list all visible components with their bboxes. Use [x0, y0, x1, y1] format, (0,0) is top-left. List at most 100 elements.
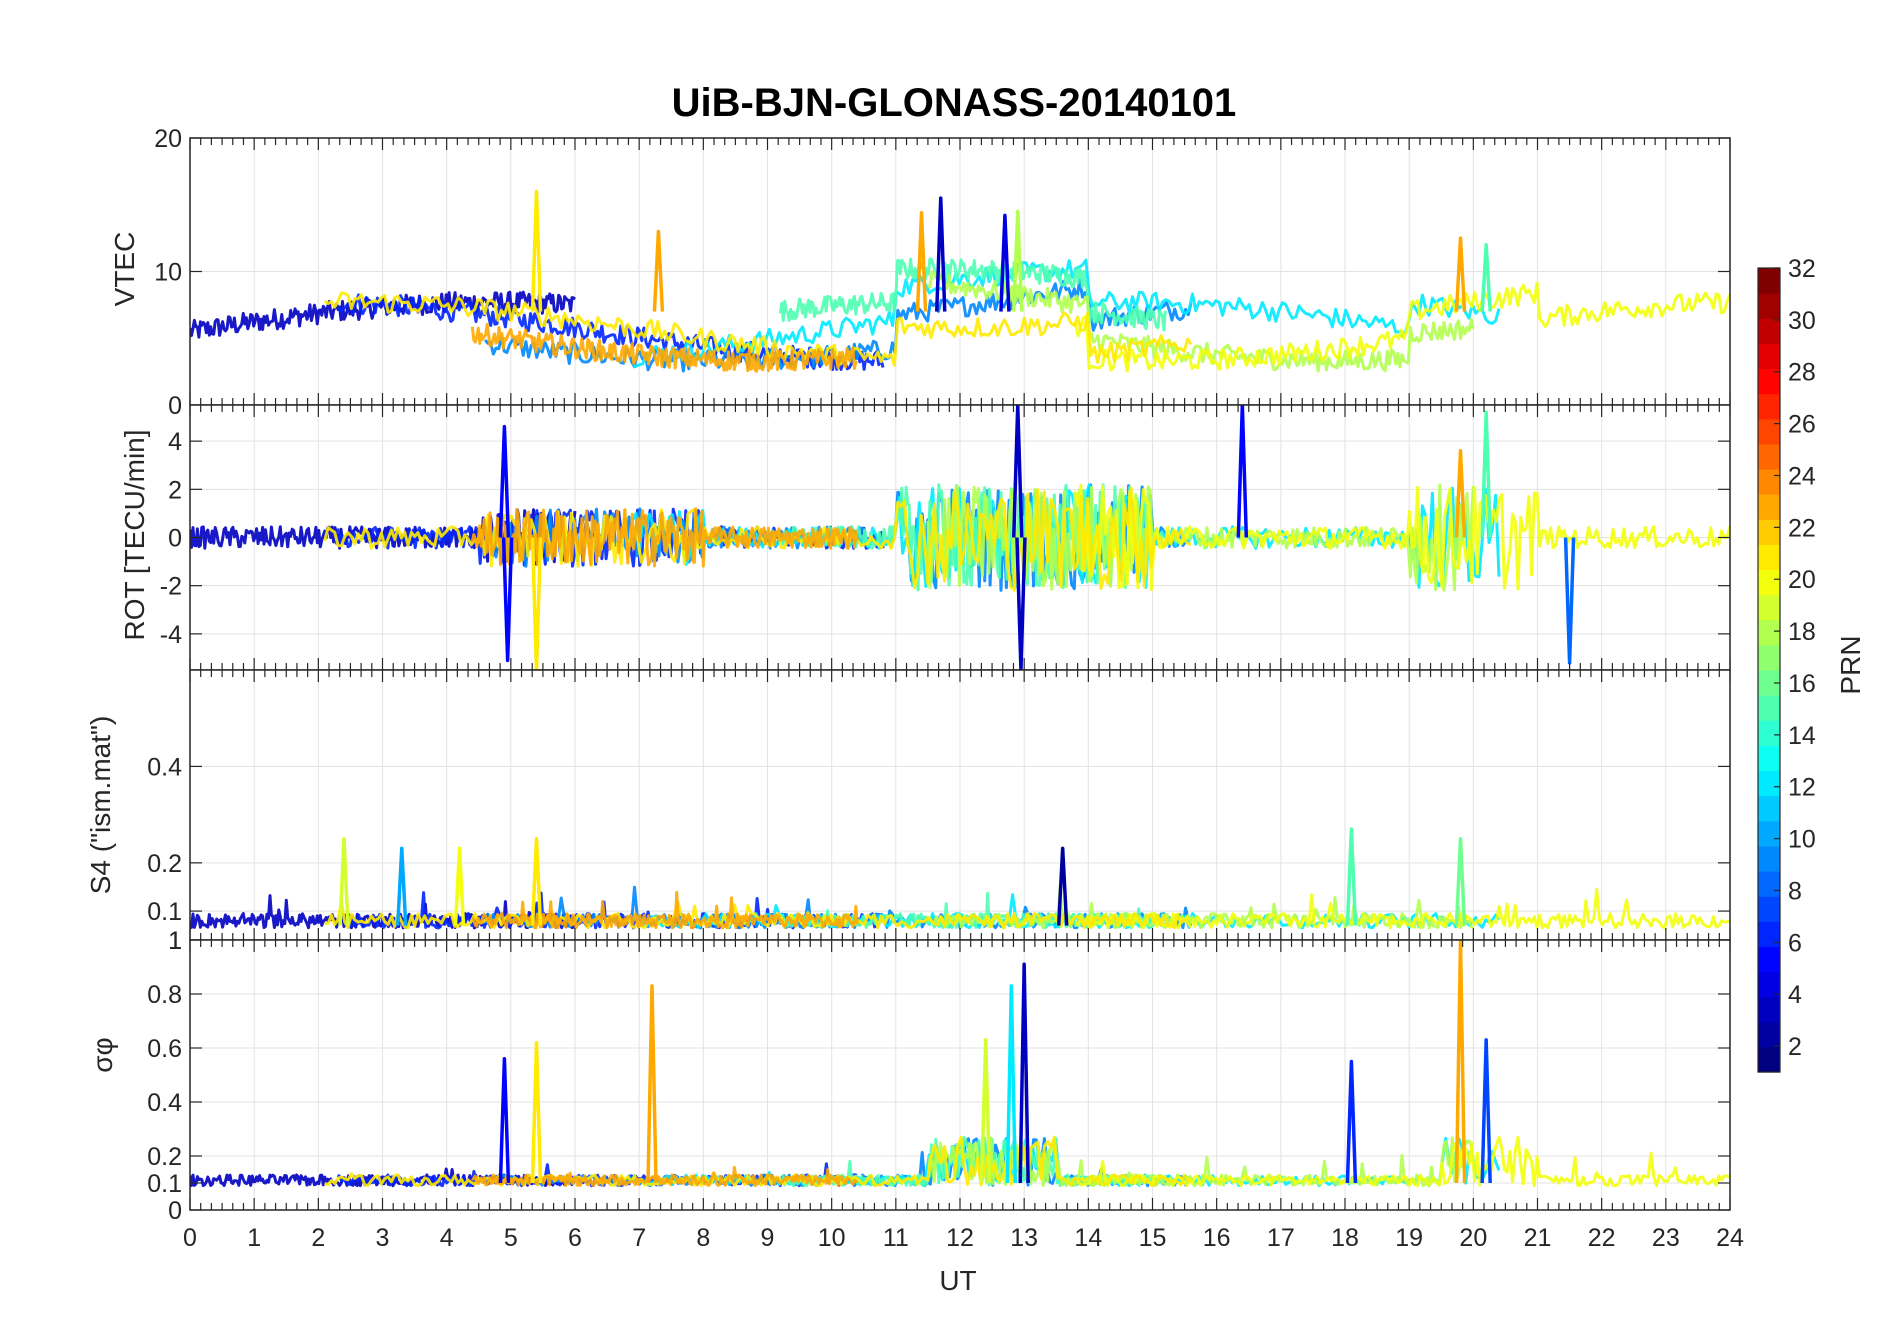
- x-tick-label: 5: [504, 1224, 518, 1252]
- y-tick-label: 0.2: [147, 850, 182, 878]
- y-tick-label: 4: [168, 428, 182, 456]
- y-tick-label: 0: [168, 392, 182, 420]
- x-tick-label: 7: [632, 1224, 646, 1252]
- y-tick-label: 2: [168, 476, 182, 504]
- colorbar-tick-label: 28: [1788, 359, 1816, 387]
- y-tick-label: 0.2: [147, 1143, 182, 1171]
- y-tick-label: 0: [168, 1197, 182, 1225]
- event-spike: [979, 1038, 992, 1184]
- x-tick-label: 13: [1010, 1224, 1038, 1252]
- y-tick-label: 20: [154, 125, 182, 153]
- event-spike: [530, 189, 543, 312]
- x-tick-label: 4: [440, 1224, 454, 1252]
- x-tick-label: 14: [1074, 1224, 1102, 1252]
- x-tick-label: 18: [1331, 1224, 1359, 1252]
- colorbar-bin: [1758, 393, 1780, 420]
- colorbar-bin: [1758, 896, 1780, 922]
- event-spike: [999, 213, 1011, 312]
- s4-axis-title: S4 ("ism.mat"): [85, 716, 116, 895]
- colorbar-tick-label: 26: [1788, 411, 1816, 439]
- event-spike: [1454, 236, 1467, 312]
- event-spike: [1012, 405, 1024, 538]
- traces: [190, 940, 1730, 1188]
- x-tick-label: 1: [247, 1224, 261, 1252]
- colorbar-tick-label: 6: [1788, 929, 1802, 957]
- traces: [190, 189, 1730, 373]
- x-tick-label: 21: [1524, 1224, 1552, 1252]
- panel-s4: 0.1 0.2 0.4 1: [147, 669, 1731, 955]
- colorbar-tick-label: 18: [1788, 618, 1816, 646]
- y-tick-label: 1: [168, 927, 182, 955]
- colorbar-bin: [1758, 670, 1780, 696]
- colorbar-tick-label: 8: [1788, 877, 1802, 905]
- event-spike: [1480, 1038, 1492, 1184]
- x-tick-label: 0: [183, 1224, 197, 1252]
- y-tick-label: 0.1: [147, 898, 182, 926]
- event-spike: [1454, 940, 1467, 1184]
- traces: [190, 827, 1730, 930]
- event-spike: [1563, 537, 1576, 665]
- event-spike: [1236, 405, 1249, 538]
- y-tick-label: 0.8: [147, 981, 182, 1009]
- x-tick-label: 16: [1203, 1224, 1231, 1252]
- colorbar-bin: [1758, 644, 1780, 671]
- event-spike: [1005, 984, 1018, 1184]
- colorbar-frame: [1757, 267, 1781, 1073]
- x-tick-label: 2: [311, 1224, 325, 1252]
- colorbar-bin: [1758, 971, 1780, 998]
- x-tick-label: 10: [818, 1224, 846, 1252]
- colorbar-bin: [1758, 745, 1780, 772]
- colorbar: [1757, 267, 1781, 1073]
- colorbar-bin: [1758, 871, 1780, 897]
- event-spike: [530, 537, 543, 670]
- figure-title: UiB-BJN-GLONASS-20140101: [672, 81, 1237, 125]
- y-tick-label: 0.4: [147, 753, 182, 781]
- colorbar-bin: [1758, 820, 1780, 847]
- trace-prn-21: [324, 900, 1193, 930]
- colorbar-tick-label: 22: [1788, 514, 1816, 542]
- colorbar-bin: [1758, 619, 1780, 646]
- y-tick-label: 0.6: [147, 1035, 182, 1063]
- rot-axis-title: ROT [TECU/min]: [119, 429, 150, 640]
- colorbar-bin: [1758, 318, 1780, 344]
- colorbar-bin: [1758, 569, 1780, 596]
- colorbar-bin: [1758, 1046, 1780, 1073]
- panel-rot: -4 -2 0 2 4: [160, 404, 1731, 671]
- y-tick-label: 0: [168, 525, 182, 553]
- event-spike: [935, 196, 947, 312]
- colorbar-tick-label: 2: [1788, 1033, 1802, 1061]
- colorbar-bin: [1758, 268, 1780, 294]
- colorbar-tick-label: 10: [1788, 826, 1816, 854]
- y-tick-label: -4: [160, 621, 182, 649]
- x-tick-label: 23: [1652, 1224, 1680, 1252]
- x-tick-label: 6: [568, 1224, 582, 1252]
- colorbar-bin: [1758, 343, 1780, 370]
- x-tick-label: 12: [946, 1224, 974, 1252]
- colorbar-bin: [1758, 519, 1780, 545]
- trace-prn-23: [470, 507, 859, 568]
- event-spike: [453, 846, 466, 926]
- event-spike: [1345, 827, 1358, 926]
- vtec-axis-title: VTEC: [109, 232, 140, 307]
- colorbar-bin: [1758, 594, 1780, 621]
- y-tick-label: 1: [168, 927, 182, 955]
- panel-sigma-phi: 00.10.2 0.4 0.6 0.8 1: [147, 927, 1731, 1225]
- event-spike: [1480, 243, 1492, 312]
- event-spike: [1018, 962, 1030, 1184]
- event-spike: [1454, 449, 1467, 538]
- colorbar-bin: [1758, 494, 1780, 520]
- x-tick-label: 3: [376, 1224, 390, 1252]
- colorbar-bin: [1758, 795, 1780, 822]
- colorbar-bin: [1758, 469, 1780, 495]
- colorbar-bin: [1758, 544, 1780, 571]
- x-tick-label: 24: [1716, 1224, 1744, 1252]
- x-tick-label: 22: [1588, 1224, 1616, 1252]
- colorbar-tick-label: 16: [1788, 670, 1816, 698]
- colorbar-bin: [1758, 770, 1780, 797]
- trace-prn-20: [1074, 281, 1730, 373]
- x-tick-label: 11: [883, 1224, 909, 1252]
- event-spike: [498, 424, 511, 538]
- panel-vtec: 0 10 20: [154, 125, 1731, 420]
